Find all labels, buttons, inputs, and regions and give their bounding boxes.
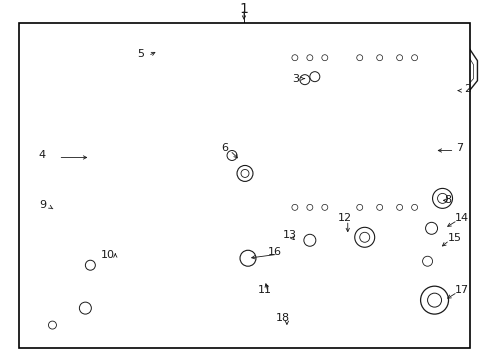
Circle shape: [359, 232, 369, 242]
Circle shape: [425, 222, 437, 234]
Circle shape: [396, 55, 402, 61]
Text: 4: 4: [39, 150, 46, 161]
Text: 18: 18: [275, 313, 289, 323]
Text: 14: 14: [453, 213, 468, 223]
Text: 6: 6: [221, 144, 228, 153]
Circle shape: [376, 55, 382, 61]
Text: 9: 9: [39, 201, 46, 210]
Circle shape: [427, 293, 441, 307]
Text: 12: 12: [337, 213, 351, 223]
Text: 13: 13: [283, 230, 296, 240]
Circle shape: [411, 55, 417, 61]
Circle shape: [299, 75, 309, 85]
Circle shape: [376, 204, 382, 210]
Circle shape: [241, 170, 248, 177]
Circle shape: [321, 55, 327, 61]
Text: 8: 8: [443, 195, 450, 205]
Circle shape: [291, 55, 297, 61]
Circle shape: [420, 286, 447, 314]
Circle shape: [432, 188, 451, 208]
Circle shape: [226, 150, 237, 161]
Circle shape: [396, 204, 402, 210]
Circle shape: [356, 204, 362, 210]
Text: 5: 5: [137, 49, 143, 59]
Circle shape: [354, 227, 374, 247]
Text: 16: 16: [267, 247, 282, 257]
Circle shape: [422, 256, 432, 266]
Text: 2: 2: [463, 84, 470, 94]
Text: 10: 10: [101, 250, 115, 260]
Circle shape: [356, 55, 362, 61]
Circle shape: [48, 321, 56, 329]
Text: 3: 3: [292, 74, 299, 84]
Text: 17: 17: [453, 285, 468, 295]
Circle shape: [306, 204, 312, 210]
Circle shape: [79, 302, 91, 314]
Circle shape: [237, 166, 252, 181]
Circle shape: [306, 55, 312, 61]
Circle shape: [309, 72, 319, 82]
Text: 1: 1: [239, 2, 248, 16]
Circle shape: [411, 204, 417, 210]
Text: 11: 11: [258, 285, 271, 295]
Text: 15: 15: [447, 233, 461, 243]
Circle shape: [240, 250, 255, 266]
Circle shape: [321, 204, 327, 210]
Text: 7: 7: [455, 144, 462, 153]
Circle shape: [85, 260, 95, 270]
Circle shape: [303, 234, 315, 246]
Circle shape: [291, 204, 297, 210]
Circle shape: [437, 193, 447, 203]
